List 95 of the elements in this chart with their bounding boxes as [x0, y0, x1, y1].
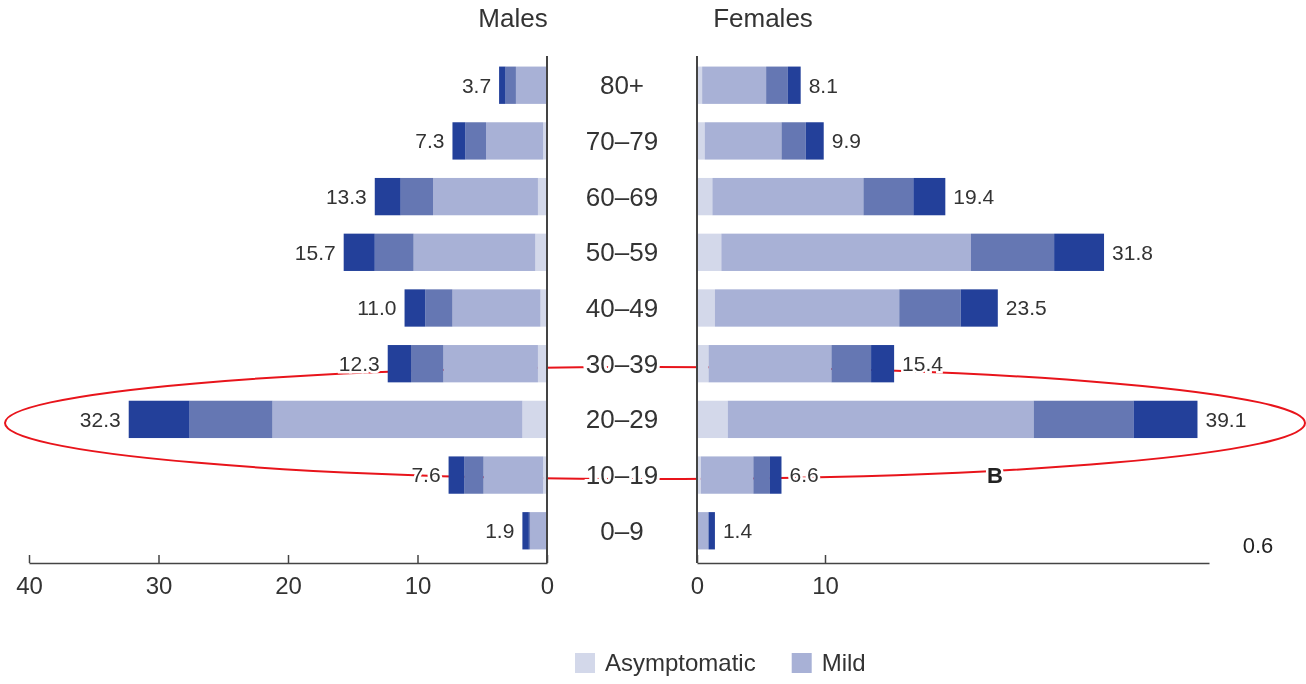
bar	[404, 289, 426, 327]
bar	[708, 512, 715, 550]
x-tick-label: 10	[404, 572, 432, 600]
bar	[343, 233, 375, 271]
bar	[781, 122, 806, 160]
x-tick-label: 20	[275, 572, 302, 600]
bar	[712, 177, 864, 216]
bar	[535, 233, 547, 271]
bar	[753, 456, 770, 494]
chart-title: Males	[478, 3, 548, 33]
bar	[452, 122, 466, 160]
bar	[387, 345, 412, 383]
bar	[721, 233, 971, 271]
y-tick-label: 80+	[599, 70, 645, 101]
total-label: 19.4	[953, 184, 995, 208]
total-label: 31.8	[1112, 240, 1153, 264]
bar	[769, 456, 782, 494]
bar	[486, 122, 544, 160]
total-label: 39.1	[1205, 407, 1247, 431]
bar	[400, 177, 434, 216]
bar	[697, 122, 705, 160]
bar	[805, 122, 824, 160]
bar	[505, 66, 516, 104]
total-label: 12.3	[338, 352, 380, 376]
bar	[970, 233, 1055, 271]
y-tick-label: 40–49	[585, 293, 659, 324]
y-tick-label: 60–69	[585, 181, 659, 212]
bar	[697, 400, 728, 439]
bar	[448, 456, 465, 494]
y-tick-label: 70–79	[585, 126, 659, 157]
bar	[374, 177, 401, 216]
y-tick-label: 50–59	[585, 237, 659, 268]
bar	[727, 400, 1034, 439]
bar	[831, 345, 872, 383]
y-tick-label: 20–29	[585, 404, 659, 435]
bar	[443, 345, 538, 383]
total-label: 1.4	[722, 519, 753, 543]
bar	[697, 345, 709, 383]
bar	[766, 66, 788, 104]
bar	[960, 289, 998, 327]
chart-title: Females	[713, 3, 813, 33]
total-label: 3.7	[461, 73, 492, 97]
bar	[708, 345, 832, 383]
bar	[913, 177, 946, 216]
bar	[700, 456, 754, 494]
bar	[1033, 400, 1134, 439]
total-label: 9.9	[831, 129, 861, 153]
legend-label: Asymptomatic	[605, 649, 756, 677]
bar	[1054, 233, 1105, 271]
x-tick-label: 30	[145, 572, 173, 600]
x-tick-label: 40	[16, 572, 43, 600]
bar	[697, 512, 709, 550]
bar	[522, 400, 547, 439]
total-label: 7.3	[415, 129, 445, 153]
bar	[272, 400, 523, 439]
bar	[787, 66, 801, 104]
bar	[899, 289, 961, 327]
bar	[1133, 400, 1198, 439]
bar	[128, 400, 190, 439]
bar	[413, 233, 536, 271]
total-label: 15.7	[294, 240, 336, 264]
total-label: 13.3	[325, 184, 367, 208]
x-tick-label: 0	[690, 572, 705, 600]
total-label: 23.5	[1005, 296, 1047, 320]
bar	[483, 456, 544, 494]
total-label: 32.3	[79, 407, 121, 431]
bar	[464, 456, 484, 494]
y-tick-label: 0–9	[600, 515, 644, 546]
total-label: 1.9	[485, 519, 515, 543]
bar	[374, 233, 414, 271]
x-tick-label: 10	[812, 572, 839, 600]
bar	[702, 66, 767, 104]
total-label: 11.0	[357, 296, 397, 320]
bar	[433, 177, 538, 216]
bar	[704, 122, 782, 160]
bar	[425, 289, 453, 327]
bar	[871, 345, 895, 383]
text: 0.6	[1242, 532, 1274, 558]
bar	[714, 289, 900, 327]
bar	[697, 177, 713, 216]
bar	[697, 289, 715, 327]
bar	[530, 512, 547, 550]
bar	[697, 233, 722, 271]
total-label: 15.4	[902, 352, 944, 376]
bar	[863, 177, 914, 216]
total-label: 8.1	[808, 73, 838, 97]
bar	[452, 289, 541, 327]
bar	[522, 512, 529, 550]
bar	[189, 400, 273, 439]
x-tick-label: 0	[540, 572, 555, 600]
legend-label: Mild	[821, 649, 866, 677]
bar	[515, 66, 547, 104]
bar	[411, 345, 444, 383]
bar	[499, 66, 506, 104]
bar	[465, 122, 487, 160]
